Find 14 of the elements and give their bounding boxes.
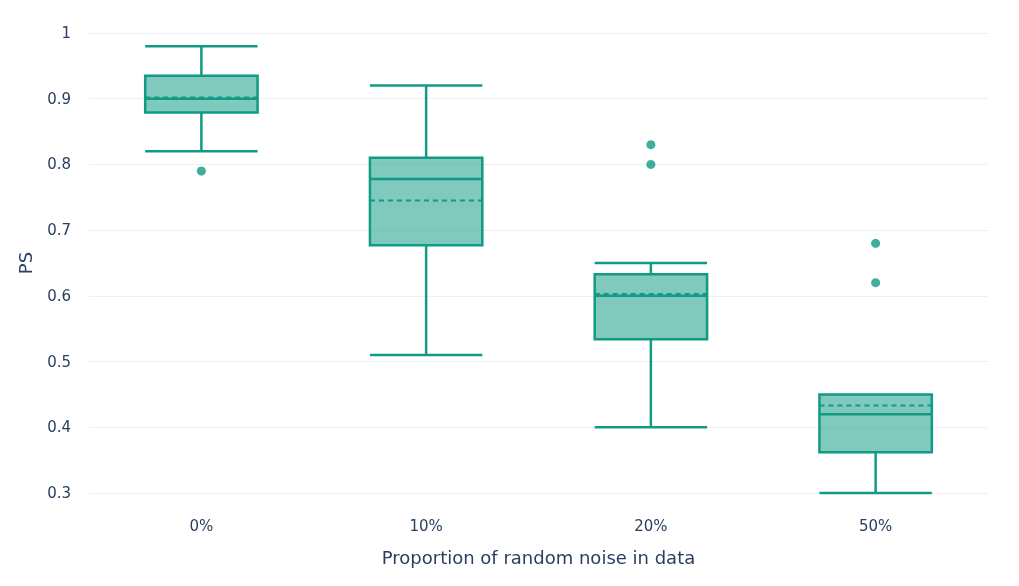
y-tick-label: 0.7: [47, 221, 71, 240]
y-tick-label: 1: [61, 24, 71, 42]
x-tick-label: 20%: [634, 516, 668, 535]
y-axis-title: PS: [14, 251, 36, 275]
y-tick-label: 0.5: [47, 352, 71, 371]
x-tick-label: 0%: [189, 516, 214, 535]
y-tick-label: 0.4: [47, 418, 71, 437]
x-tick-label: 10%: [409, 516, 443, 535]
y-tick-label: 0.6: [47, 286, 71, 305]
x-axis-title: Proportion of random noise in data: [381, 546, 696, 568]
y-tick-label: 0.9: [47, 89, 71, 108]
y-tick-label: 0.3: [47, 484, 71, 502]
y-tick-label: 0.8: [47, 155, 71, 174]
x-tick-label: 50%: [858, 516, 893, 535]
